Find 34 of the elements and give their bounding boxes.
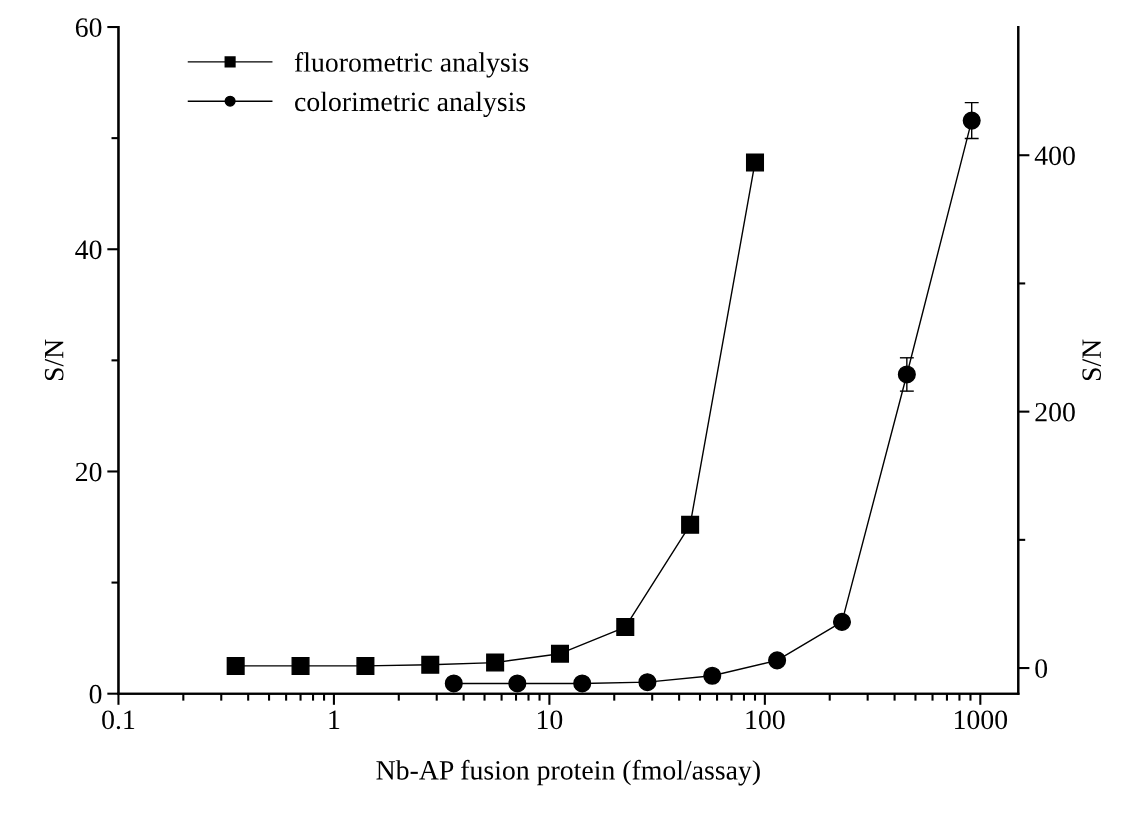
point xyxy=(550,644,570,663)
point xyxy=(616,617,635,637)
point xyxy=(356,656,375,675)
point xyxy=(291,656,310,675)
x-axis-title: Nb-AP fusion protein (fmol/assay) xyxy=(376,759,760,786)
y2-tick-label: 0 xyxy=(1035,659,1048,678)
point xyxy=(638,673,657,692)
point xyxy=(832,612,852,631)
y2-axis-title: S/N xyxy=(1082,339,1102,381)
point xyxy=(444,674,463,693)
x-tick-label: 0.1 xyxy=(102,710,135,730)
point xyxy=(573,674,592,693)
y-tick-label: 60 xyxy=(75,18,102,37)
point xyxy=(962,111,981,130)
x-tick-label: 10 xyxy=(537,710,563,730)
point xyxy=(508,674,527,693)
point xyxy=(681,515,700,534)
point xyxy=(226,656,245,675)
legend-label: colorimetric analysis xyxy=(295,91,526,117)
legend-label: fluorometric analysis xyxy=(294,52,529,78)
x-tick-label: 1000 xyxy=(954,710,1008,730)
point xyxy=(768,651,787,670)
y-tick-label: 40 xyxy=(75,240,102,260)
point xyxy=(745,153,765,172)
y-tick-label: 0 xyxy=(89,684,102,704)
point xyxy=(486,653,505,672)
y-axis-title: S/N xyxy=(44,339,64,381)
y2-tick-label: 400 xyxy=(1034,146,1075,166)
y2-tick-label: 200 xyxy=(1035,402,1075,422)
point xyxy=(421,655,440,674)
point xyxy=(703,666,722,685)
x-tick-label: 100 xyxy=(746,710,785,730)
y-tick-label: 20 xyxy=(75,462,102,482)
x-tick-label: 1 xyxy=(329,710,340,729)
